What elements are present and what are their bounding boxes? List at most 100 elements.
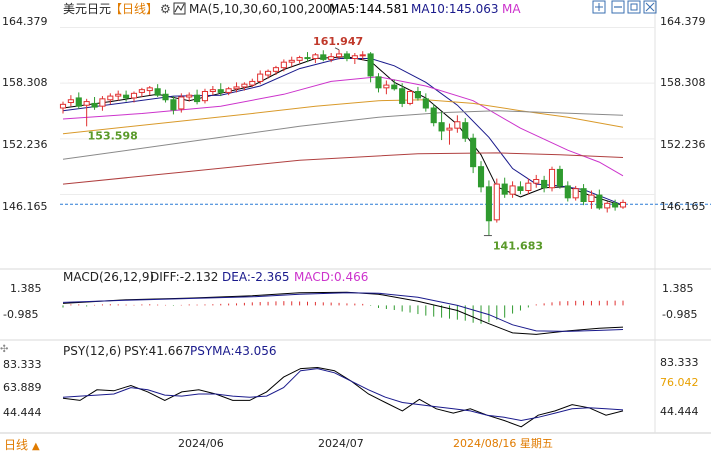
candle-down (485, 186, 492, 222)
candle-up (312, 54, 319, 59)
candle-up (509, 185, 516, 195)
psy-tick-label: 44.444 (660, 405, 699, 418)
macd-tick-label-left: -0.985 (3, 308, 38, 321)
macd-tick-label: 1.385 (662, 282, 694, 295)
ma-more: MA (502, 2, 521, 16)
candle-down (343, 53, 351, 60)
candle-up (288, 59, 295, 63)
current-date-label: 2024/08/16 星期五 (453, 437, 553, 450)
macd-diff-line (62, 291, 624, 335)
candle-up (454, 121, 461, 129)
candle-up (604, 202, 611, 209)
period-tab[interactable]: 日线 (4, 438, 28, 452)
candle-down (430, 107, 437, 124)
candle-down (375, 76, 382, 89)
candle-down (612, 202, 619, 208)
y-tick-label: 164.379 (660, 15, 706, 28)
ma-toggle-icon-mark (174, 3, 185, 13)
candle-down (438, 122, 445, 132)
y-tick-label: 146.165 (660, 200, 706, 213)
candle-down (391, 84, 398, 90)
candle-up (548, 168, 556, 189)
candles (59, 49, 627, 236)
candle-up (178, 96, 185, 110)
candle-up (186, 94, 193, 98)
annotations: 161.947 153.598 141.683 (88, 35, 543, 253)
candle-down (470, 137, 477, 168)
low-annotation: 153.598 (88, 129, 138, 142)
psy-tick-label-left: 83.333 (3, 358, 42, 371)
candle-down (154, 88, 161, 96)
candle-down (162, 93, 169, 101)
psy-panel (62, 366, 624, 428)
candle-down (399, 88, 406, 104)
ma-toggle-icon[interactable] (173, 2, 186, 15)
y-tick-label: 158.308 (660, 76, 706, 89)
ma5-value: MA5:144.581 (329, 2, 409, 16)
zoom-out-icon[interactable] (611, 0, 625, 14)
candle-up (83, 101, 90, 106)
candle-up (59, 103, 67, 109)
settings-icon[interactable]: ⚙ (160, 2, 171, 16)
candle-up (296, 57, 303, 61)
candle-down (564, 185, 571, 199)
candle-up (201, 91, 209, 102)
candle-up (67, 99, 74, 103)
y-tick-label-left: 152.236 (2, 138, 48, 151)
ma-line-ma10 (62, 58, 624, 206)
candle-up (406, 91, 414, 104)
candle-up (146, 87, 153, 92)
candle-up (359, 54, 366, 57)
symbol-name: 美元日元 (63, 2, 111, 16)
macd-dea: DEA:-2.365 (222, 270, 290, 284)
candle-up (588, 194, 595, 202)
maximize-icon[interactable] (627, 0, 641, 14)
candle-down (556, 168, 563, 187)
candle-down (194, 94, 201, 103)
candle-down (462, 122, 469, 139)
candle-up (335, 53, 343, 58)
macd-tick-label-left: 1.385 (10, 282, 42, 295)
candle-down (123, 94, 130, 99)
close-icon[interactable] (643, 0, 657, 14)
macd-dea-line (62, 292, 624, 332)
crosshair-icon[interactable] (592, 0, 606, 14)
candle-up (619, 201, 627, 208)
candle-down (477, 166, 485, 188)
candle-up (328, 56, 335, 60)
macd-name: MACD(26,12,9) (63, 270, 154, 284)
candle-down (75, 97, 82, 107)
ma-line-ma100 (62, 110, 624, 160)
macd-diff: DIFF:-2.132 (150, 270, 218, 284)
annotation-pointer (334, 47, 340, 51)
period-label[interactable]: 【日线】 (110, 2, 158, 16)
low-annotation: 141.683 (493, 240, 543, 253)
candle-up (209, 89, 216, 92)
candle-down (501, 183, 508, 195)
candle-up (130, 92, 138, 99)
psy-line (62, 366, 624, 428)
ma10-value: MA10:145.063 (411, 2, 499, 16)
ma-params: MA(5,10,30,60,100,200) (189, 2, 335, 16)
candle-up (99, 98, 106, 107)
candle-down (422, 98, 429, 109)
price-grid (60, 27, 711, 205)
psy-tick-label: 83.333 (660, 356, 699, 369)
period-tab-arrow-icon[interactable]: ▲ (32, 441, 40, 452)
psy-icon[interactable]: ✣ (0, 344, 8, 355)
candle-down (580, 188, 587, 203)
candle-down (596, 194, 603, 209)
psyma-value: PSYMA:43.056 (190, 344, 277, 358)
y-tick-label-left: 164.379 (2, 15, 48, 28)
candle-up (138, 89, 145, 93)
candle-down (367, 53, 374, 77)
psy-value: PSY:41.667 (124, 344, 191, 358)
psy-tick-label-left: 63.889 (3, 381, 42, 394)
candle-up (257, 73, 264, 82)
candle-down (217, 89, 224, 93)
ma-line-ma30 (62, 76, 624, 177)
y-tick-label: 152.236 (660, 138, 706, 151)
psy-tick-label-left: 44.444 (3, 406, 42, 419)
